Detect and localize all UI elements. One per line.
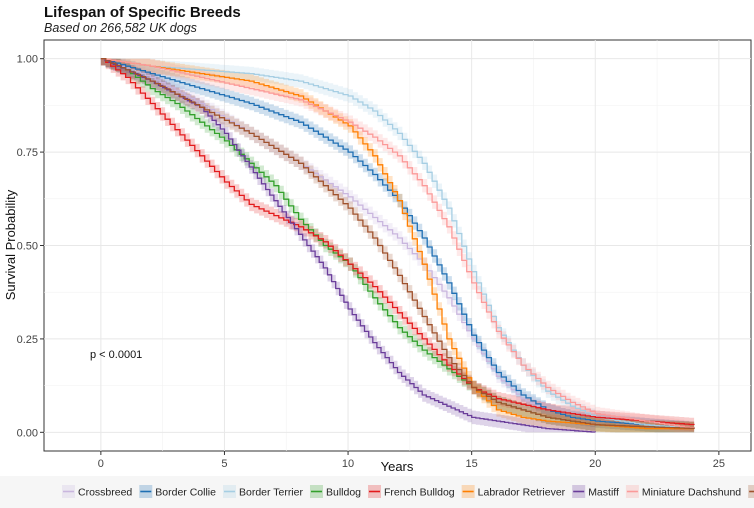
legend-label: Bulldog xyxy=(326,487,361,499)
chart-subtitle: Based on 266,582 UK dogs xyxy=(44,21,197,35)
y-tick-label: 0.50 xyxy=(17,241,38,253)
x-tick-label: 0 xyxy=(98,458,104,470)
survival-curves xyxy=(100,58,695,433)
legend: Crossbreed Border Collie Border Terrier Bul… xyxy=(62,485,754,499)
survival-curve xyxy=(100,58,695,430)
x-tick-label: 5 xyxy=(221,458,227,470)
legend-label: Miniature Dachshund xyxy=(642,487,741,499)
survival-curve xyxy=(100,58,695,429)
confidence-band xyxy=(100,58,695,433)
x-tick-label: 15 xyxy=(466,458,478,470)
y-tick-label: 0.00 xyxy=(17,427,38,439)
p-value-annotation: p < 0.0001 xyxy=(90,349,142,361)
legend-label: Border Collie xyxy=(155,487,216,499)
y-axis-label: Survival Probability xyxy=(3,189,18,300)
survival-curve xyxy=(100,58,695,426)
grid xyxy=(44,40,751,451)
legend-label: French Bulldog xyxy=(384,487,455,499)
chart-title: Lifespan of Specific Breeds xyxy=(44,4,241,21)
x-tick-label: 25 xyxy=(713,458,725,470)
survival-curve xyxy=(100,58,596,433)
legend-label: Mastiff xyxy=(588,487,619,499)
y-tick-label: 0.25 xyxy=(17,334,38,346)
y-tick-label: 1.00 xyxy=(17,54,38,66)
x-tick-label: 20 xyxy=(589,458,601,470)
axes: 0 5 10 15 20 25 0.00 0.25 0.50 0.75 1.00 xyxy=(17,54,725,470)
legend-label: Crossbreed xyxy=(78,487,132,499)
x-axis-label: Years xyxy=(381,459,414,474)
x-tick-label: 10 xyxy=(342,458,354,470)
legend-label: Border Terrier xyxy=(239,487,303,499)
y-tick-label: 0.75 xyxy=(17,147,38,159)
survival-curve xyxy=(100,58,695,430)
legend-label: Labrador Retriever xyxy=(478,487,566,499)
